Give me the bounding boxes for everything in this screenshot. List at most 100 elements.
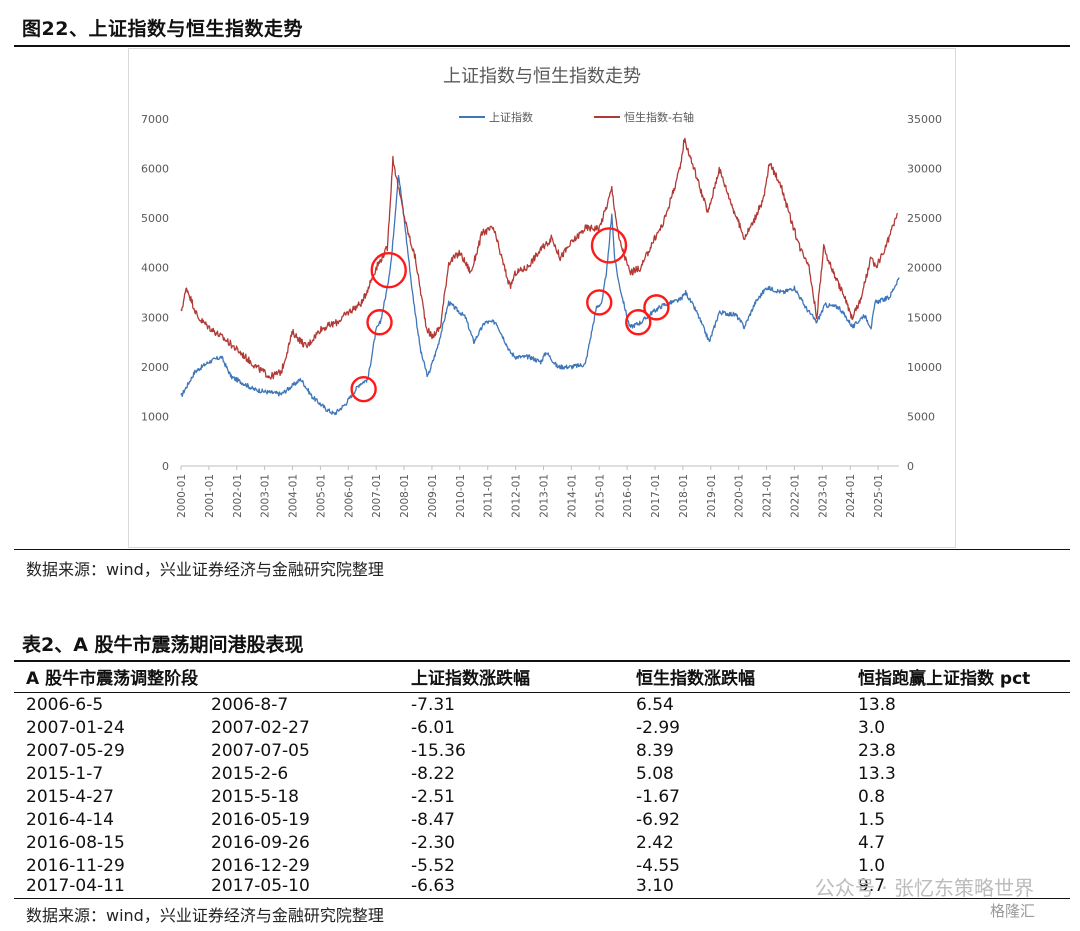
table-cell-end: 2016-12-29: [211, 856, 310, 876]
table-cell-hs: -2.99: [636, 718, 680, 738]
series-line-shci: [180, 174, 900, 416]
table-cell-end: 2006-8-7: [211, 695, 289, 715]
x-tick-label: 2007-01: [371, 474, 383, 518]
table-cell-pct: 0.8: [858, 787, 886, 807]
table-cell-end: 2015-2-6: [211, 764, 289, 784]
table-cell-hs: -4.55: [636, 856, 680, 876]
x-tick-label: 2022-01: [789, 474, 801, 518]
highlight-circle: [590, 227, 628, 264]
y-right-tick-label: 5000: [907, 410, 935, 423]
y-left-tick-label: 5000: [141, 212, 169, 225]
table-cell-pct: 9.7: [858, 876, 886, 896]
table-row: 2007-05-29 2007-07-05 -15.36 8.39 23.8: [0, 741, 1080, 764]
x-tick-label: 2021-01: [762, 474, 774, 518]
gelonghui-logo: 格隆汇: [990, 902, 1036, 920]
table-cell-sh: -8.47: [411, 810, 455, 830]
highlight-circle: [366, 309, 393, 336]
x-tick-label: 2017-01: [650, 474, 662, 518]
x-tick-label: 2019-01: [706, 474, 718, 518]
table-source: 数据来源：wind，兴业证券经济与金融研究院整理: [26, 906, 384, 925]
x-tick-label: 2008-01: [399, 474, 411, 518]
x-tick-label: 2015-01: [594, 474, 606, 518]
x-tick-label: 2011-01: [483, 474, 495, 518]
x-tick-label: 2006-01: [343, 474, 355, 518]
line-chart: 上证指数与恒生指数走势 0 1000 2000 3000 4000 5000 6000 7000…: [128, 48, 956, 548]
table-cell-start: 2016-08-15: [26, 833, 125, 853]
table-cell-start: 2015-4-27: [26, 787, 114, 807]
table-cell-start: 2006-6-5: [26, 695, 104, 715]
y-left-tick-label: 2000: [141, 361, 169, 374]
table-cell-start: 2015-1-7: [26, 764, 104, 784]
table-row: 2017-04-11 2017-05-10 -6.63 3.10 9.7: [0, 876, 1080, 899]
x-tick-label: 2009-01: [427, 474, 439, 518]
table-cell-start: 2016-4-14: [26, 810, 114, 830]
y-left-tick-label: 0: [162, 460, 169, 473]
legend-label: 上证指数: [489, 110, 533, 124]
x-tick-label: 2013-01: [538, 474, 550, 518]
highlight-circle: [586, 289, 613, 316]
table-cell-hs: 6.54: [636, 695, 674, 715]
y-left-tick-label: 7000: [141, 113, 169, 126]
table-cell-start: 2017-04-11: [26, 876, 125, 896]
highlight-circle: [643, 294, 670, 321]
table-row: 2016-08-15 2016-09-26 -2.30 2.42 4.7: [0, 833, 1080, 856]
table-cell-end: 2017-05-10: [211, 876, 310, 896]
table-row: 2006-6-5 2006-8-7 -7.31 6.54 13.8: [0, 695, 1080, 718]
table-cell-pct: 1.5: [858, 810, 886, 830]
table-cell-end: 2015-5-18: [211, 787, 299, 807]
y-right-tick-label: 20000: [907, 262, 942, 275]
x-tick-label: 2000-01: [176, 474, 188, 518]
table-cell-hs: 3.10: [636, 876, 674, 896]
figure-title: 图22、上证指数与恒生指数走势: [22, 18, 303, 40]
x-tick-label: 2018-01: [678, 474, 690, 518]
chart-title: 上证指数与恒生指数走势: [443, 66, 641, 87]
table-header-hs-change: 恒生指数涨跌幅: [636, 669, 755, 689]
table-cell-end: 2016-05-19: [211, 810, 310, 830]
table-cell-hs: -6.92: [636, 810, 680, 830]
table-cell-sh: -7.31: [411, 695, 455, 715]
y-right-tick-label: 30000: [907, 163, 942, 176]
chart-canvas: 上证指数与恒生指数走势 0 1000 2000 3000 4000 5000 6000 7000…: [141, 66, 942, 518]
table-cell-sh: -2.51: [411, 787, 455, 807]
table-cell-sh: -15.36: [411, 741, 466, 761]
table-cell-start: 2007-01-24: [26, 718, 125, 738]
table-row: 2016-4-14 2016-05-19 -8.47 -6.92 1.5: [0, 810, 1080, 833]
y-right-tick-label: 25000: [907, 212, 942, 225]
table-row: 2015-1-7 2015-2-6 -8.22 5.08 13.3: [0, 764, 1080, 787]
table-cell-end: 2007-07-05: [211, 741, 310, 761]
table-cell-pct: 1.0: [858, 856, 886, 876]
x-tick-label: 2023-01: [817, 474, 829, 518]
figure-top-rule: [14, 45, 1070, 47]
table-cell-pct: 4.7: [858, 833, 886, 853]
y-right-tick-label: 15000: [907, 311, 942, 324]
y-left-tick-label: 1000: [141, 410, 169, 423]
table-cell-hs: 5.08: [636, 764, 674, 784]
x-tick-label: 2025-01: [873, 474, 885, 518]
table-cell-pct: 23.8: [858, 741, 896, 761]
x-tick-label: 2024-01: [845, 474, 857, 518]
highlight-circle: [350, 375, 377, 403]
table-cell-end: 2007-02-27: [211, 718, 310, 738]
y-left-tick-label: 4000: [141, 262, 169, 275]
x-tick-label: 2012-01: [511, 474, 523, 518]
x-tick-label: 2014-01: [566, 474, 578, 518]
table-cell-start: 2016-11-29: [26, 856, 125, 876]
table-cell-sh: -6.01: [411, 718, 455, 738]
table-row: 2007-01-24 2007-02-27 -6.01 -2.99 3.0: [0, 718, 1080, 741]
series-line-hsi: [180, 137, 899, 380]
highlight-circle: [625, 309, 652, 336]
table-cell-sh: -8.22: [411, 764, 455, 784]
table-cell-pct: 3.0: [858, 718, 886, 738]
x-tick-label: 2002-01: [232, 474, 244, 518]
figure-bottom-rule: [14, 549, 1070, 550]
x-tick-label: 2005-01: [315, 474, 327, 518]
legend-label: 恒生指数-右轴: [624, 110, 694, 124]
x-tick-label: 2004-01: [288, 474, 300, 518]
x-tick-label: 2001-01: [204, 474, 216, 518]
table-cell-hs: -1.67: [636, 787, 680, 807]
y-right-tick-label: 10000: [907, 361, 942, 374]
table-header-outperform: 恒指跑赢上证指数 pct: [858, 669, 1031, 689]
table-cell-pct: 13.3: [858, 764, 896, 784]
y-right-tick-label: 0: [907, 460, 914, 473]
x-tick-label: 2003-01: [260, 474, 272, 518]
